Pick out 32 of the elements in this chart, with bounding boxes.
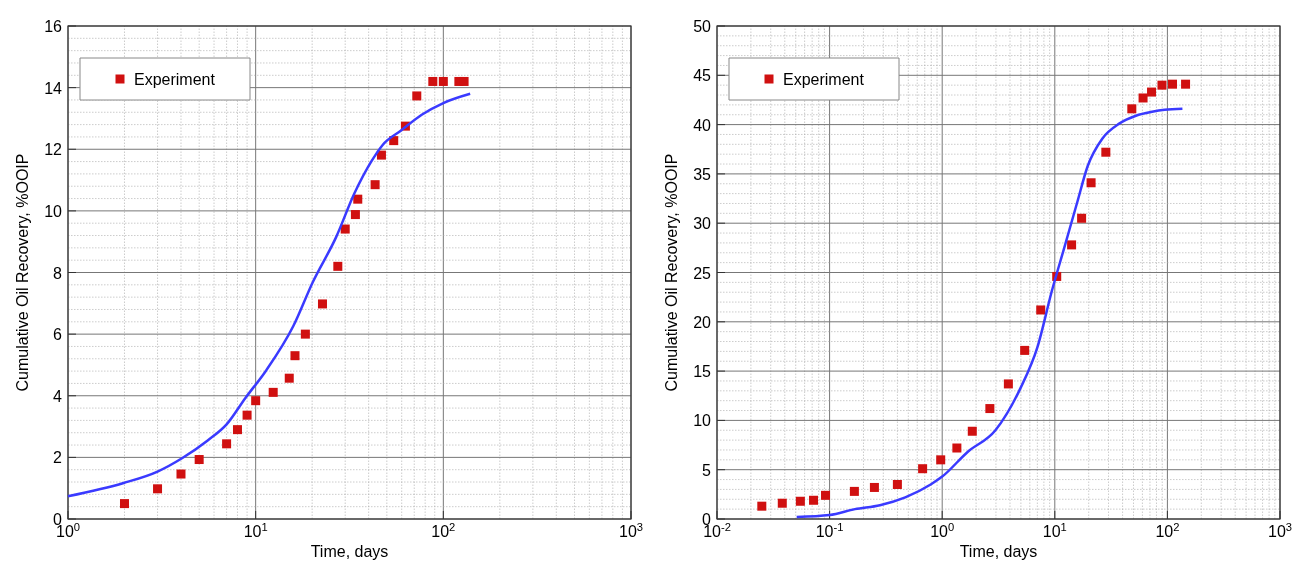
y-tick-label: 6: [53, 326, 63, 344]
y-tick-label: 12: [44, 141, 63, 159]
y-tick-label: 25: [693, 264, 712, 282]
y-axis-title: Cumulative Oil Recovery, %OOIP: [14, 153, 31, 392]
legend-label: Experiment: [783, 71, 865, 88]
x-axis-title: Time, days: [959, 543, 1038, 560]
y-tick-label: 5: [702, 461, 712, 479]
y-axis-title: Cumulative Oil Recovery, %OOIP: [663, 153, 680, 392]
x-tick-label: 10$^{2}$: [431, 521, 456, 540]
y-tick-label: 50: [693, 18, 712, 35]
legend-label: Experiment: [134, 71, 216, 88]
y-tick-label: 10: [44, 202, 63, 220]
y-tick-label: 10: [693, 412, 712, 430]
x-tick-label: 10$^{3}$: [618, 521, 644, 540]
y-tick-label: 40: [693, 116, 712, 134]
y-tick-label: 45: [693, 67, 712, 85]
x-axis-title: Time, days: [310, 543, 389, 560]
x-tick-label: 10$^{1}$: [1042, 521, 1067, 540]
x-tick-label: 10$^{1}$: [243, 521, 268, 540]
y-tick-label: 15: [693, 363, 712, 381]
y-tick-label: 30: [693, 215, 712, 233]
y-tick-label: 16: [44, 18, 63, 35]
x-tick-label: 10$^{0}$: [930, 521, 955, 540]
y-tick-label: 2: [53, 449, 63, 467]
y-tick-label: 14: [44, 79, 63, 97]
x-tick-label: 10$^{2}$: [1155, 521, 1180, 540]
x-tick-label: 10$^{-1}$: [815, 521, 844, 540]
y-tick-label: 35: [693, 165, 712, 183]
y-tick-label: 4: [53, 387, 63, 405]
y-tick-label: 20: [693, 313, 712, 331]
y-tick-label: 8: [53, 264, 63, 282]
x-tick-label: 10$^{3}$: [1267, 521, 1293, 540]
